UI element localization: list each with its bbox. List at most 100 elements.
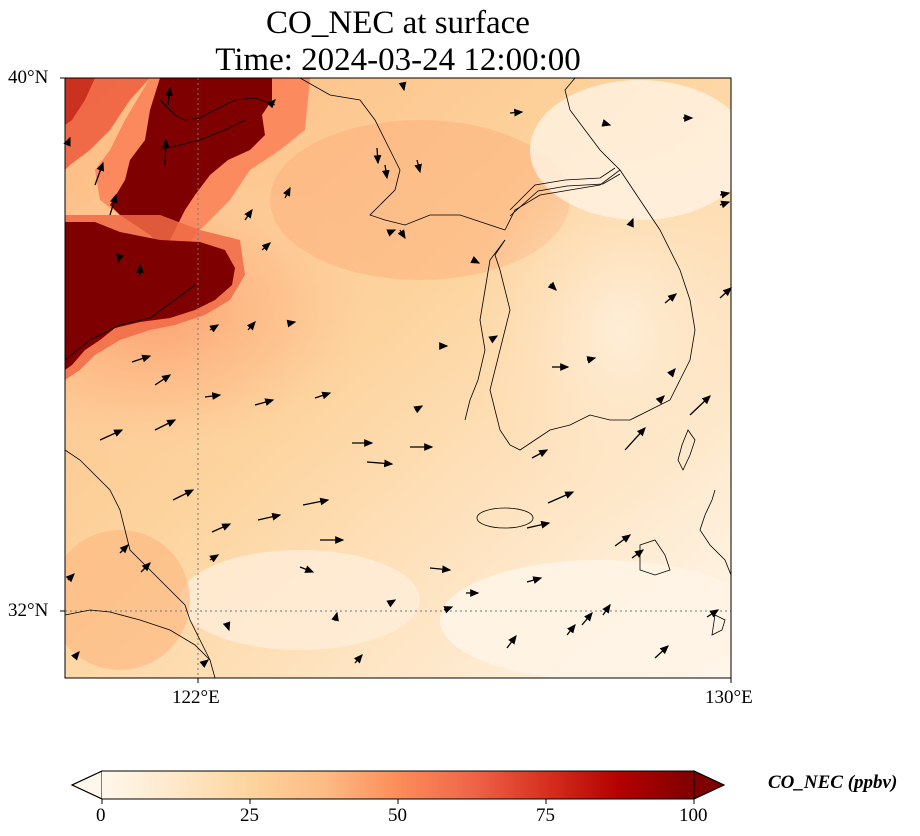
wind-arrow [331, 611, 339, 622]
colorbar-tick-50: 50 [388, 805, 407, 826]
colorbar-extend-high [693, 770, 726, 800]
wind-arrow [99, 429, 124, 441]
map-frame [64, 77, 732, 679]
wind-arrow [719, 200, 731, 209]
wind-arrow [209, 324, 220, 333]
wind-arrow [353, 654, 363, 664]
wind-arrow [719, 190, 731, 199]
wind-arrow [246, 321, 256, 331]
coastline-bohai-west [65, 284, 196, 361]
colorbar-tick-0: 0 [96, 805, 106, 826]
wind-arrow [602, 603, 611, 616]
high-co-plume-core [110, 78, 272, 250]
wind-arrow [211, 523, 232, 533]
wind-arrow [209, 554, 220, 563]
coastline-yangtze [65, 609, 211, 661]
lat-label-32N: 32°N [8, 600, 49, 621]
wind-arrow [443, 606, 454, 614]
coastline-korea-east [489, 169, 696, 451]
coastlines [65, 78, 731, 678]
wind-arrow [624, 427, 646, 451]
wind-arrow [94, 161, 104, 186]
map-title-line1: CO_NEC at surface [266, 5, 530, 41]
coastline-korea-west [464, 239, 506, 421]
wind-arrow [429, 565, 452, 574]
wind-arrow [154, 374, 172, 386]
wind-arrow [131, 354, 152, 363]
wind-arrow [397, 229, 406, 240]
wind-arrow [204, 392, 222, 400]
wind-arrow [161, 138, 170, 166]
wind-arrow [286, 319, 297, 328]
wind-arrow [488, 335, 499, 344]
wind-arrow [547, 491, 575, 504]
coastline-shandong [65, 449, 216, 678]
wind-arrow [413, 405, 424, 414]
wind-arrow [199, 659, 210, 668]
wind-arrow [506, 634, 517, 649]
wind-arrow [154, 419, 177, 431]
wind-arrow [172, 489, 195, 501]
coastline-liaodong [299, 78, 506, 231]
wind-arrow [386, 229, 397, 237]
wind-arrow [386, 599, 397, 608]
wind-arrow [664, 293, 678, 304]
colorbar-extend-low [70, 770, 103, 800]
wind-arrow [119, 544, 129, 554]
wind-arrow [165, 86, 173, 106]
wind-arrow [719, 287, 732, 299]
colorbar-tick-25: 25 [240, 805, 259, 826]
colorbar-tick-100: 100 [679, 805, 708, 826]
wind-arrow [266, 99, 276, 109]
wind-arrow [314, 391, 332, 400]
wind-arrow [689, 395, 711, 416]
wind-arrow [547, 281, 557, 291]
wind-arrow [283, 186, 291, 199]
wind-arrow [381, 164, 390, 180]
wind-arrow [63, 136, 71, 147]
wind-arrow [222, 621, 231, 632]
wind-arrow [626, 217, 634, 228]
wind-arrow [65, 573, 75, 583]
wind-arrow [398, 81, 407, 92]
wind-arrow [470, 256, 481, 264]
wind-arrow [140, 562, 151, 573]
wind-arrow [299, 565, 315, 573]
wind-arrow [655, 395, 665, 405]
wind-arrow [526, 576, 543, 584]
wind-vectors [63, 81, 732, 668]
wind-arrow [109, 193, 118, 216]
lon-label-122E: 122°E [172, 687, 220, 708]
tsushima-island [677, 429, 696, 471]
lat-label-40N: 40°N [8, 67, 49, 88]
wind-arrow [244, 208, 253, 221]
colorbar-label: CO_NEC (ppbv) [768, 772, 898, 793]
wind-arrow [261, 242, 271, 252]
wind-arrow [366, 459, 394, 468]
wind-arrow [581, 612, 593, 626]
wind-arrow [509, 108, 524, 117]
wind-arrow [531, 449, 549, 459]
wind-arrow [631, 549, 645, 559]
high-co-plume-west-core [65, 222, 235, 370]
wind-arrow [566, 623, 576, 636]
wind-arrow [71, 651, 80, 661]
wind-arrow [586, 356, 597, 364]
wind-arrow [414, 159, 422, 174]
wind-arrow [526, 520, 551, 529]
colorbar-gradient [102, 771, 694, 799]
wind-arrow [302, 497, 330, 506]
wind-arrow [654, 645, 669, 659]
wind-arrow [706, 609, 720, 618]
wind-arrow [667, 368, 676, 378]
map-title-line2: Time: 2024-03-24 12:00:00 [215, 42, 581, 78]
colorbar-tick-75: 75 [536, 805, 555, 826]
wind-arrow [254, 398, 275, 406]
lon-label-130E: 130°E [705, 687, 753, 708]
wind-arrow [116, 253, 124, 264]
wind-arrow [373, 147, 382, 165]
wind-arrow [614, 534, 632, 547]
wind-arrow [257, 512, 282, 521]
